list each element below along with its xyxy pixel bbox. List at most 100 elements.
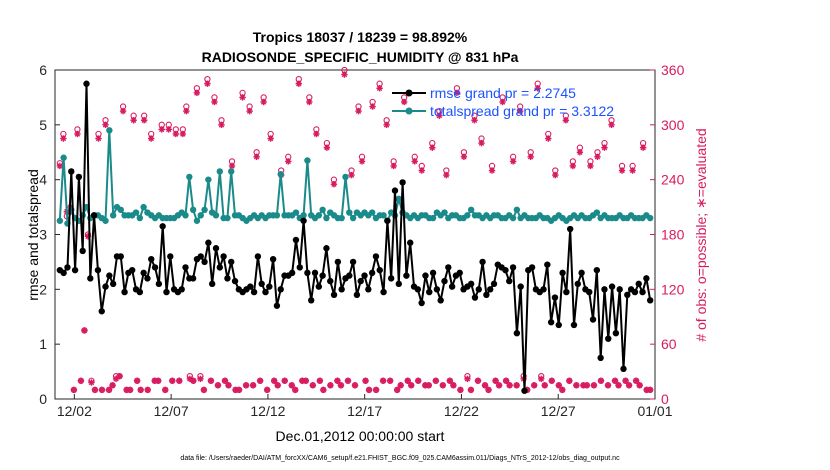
totalspread-point <box>646 214 654 222</box>
rmse-point <box>106 272 113 279</box>
obs-evaluated-stroke <box>415 377 421 384</box>
totalspread-point <box>197 212 204 219</box>
totalspread-point <box>513 206 521 214</box>
totalspread-point <box>323 214 330 222</box>
rmse-point <box>365 286 372 293</box>
obs-evaluated-marker <box>193 89 201 97</box>
obs-evaluated-stroke <box>426 382 432 389</box>
obs-evaluated-stroke <box>281 377 288 384</box>
obs-evaluated-marker <box>513 382 520 389</box>
rmse-point <box>517 283 524 290</box>
obs-evaluated-stroke <box>81 327 88 334</box>
obs-evaluated-marker <box>432 377 440 384</box>
obs-evaluated-stroke <box>542 382 548 389</box>
obs-evaluated-marker <box>256 377 264 384</box>
rmse-point <box>426 288 433 296</box>
totalspread-point <box>201 206 208 214</box>
obs-evaluated-marker <box>611 377 619 384</box>
obs-evaluated-marker <box>225 382 232 389</box>
rmse-point <box>121 288 128 296</box>
rmse-point <box>620 365 627 373</box>
obs-evaluated-stroke <box>155 377 161 384</box>
obs-evaluated-marker <box>443 171 450 179</box>
y-left-tick-label: 2 <box>39 281 47 297</box>
totalspread-point <box>109 212 117 219</box>
rmse-point <box>330 291 338 299</box>
rmse-point <box>608 283 616 290</box>
obs-evaluated-marker <box>460 153 468 161</box>
obs-evaluated-marker <box>467 386 475 394</box>
obs-evaluated-stroke <box>310 382 316 389</box>
obs-evaluated-stroke <box>169 377 176 384</box>
y-axis-label-left: rmse and totalspread <box>25 169 41 301</box>
rmse-point <box>589 316 597 323</box>
obs-evaluated-stroke <box>127 387 133 393</box>
obs-evaluated-marker <box>344 377 352 384</box>
rmse-point <box>338 286 345 293</box>
x-tick-label: 12/17 <box>347 403 382 419</box>
obs-evaluated-marker <box>334 377 341 384</box>
totalspread-point <box>140 203 147 211</box>
rmse-point <box>140 269 147 277</box>
obs-evaluated-stroke <box>380 377 386 384</box>
obs-evaluated-marker <box>348 171 355 179</box>
rmse-point <box>79 247 86 255</box>
rmse-point <box>509 264 517 271</box>
rmse-point <box>151 264 159 271</box>
x-tick-label: 12/27 <box>541 403 576 419</box>
obs-evaluated-stroke <box>584 382 590 389</box>
obs-evaluated-stroke <box>130 117 137 123</box>
legend-marker <box>405 107 413 115</box>
obs-evaluated-stroke <box>260 99 267 105</box>
obs-evaluated-stroke <box>57 163 63 169</box>
x-tick-label: 01/01 <box>637 403 672 419</box>
rmse-point <box>83 80 90 87</box>
rmse-point <box>540 286 547 293</box>
obs-evaluated-stroke <box>373 387 379 393</box>
obs-evaluated-stroke <box>137 387 144 393</box>
obs-evaluated-stroke <box>608 122 615 128</box>
legend-label: rmse grand pr = 2.2745 <box>430 85 576 101</box>
obs-evaluated-marker <box>636 382 643 389</box>
totalspread-point <box>300 212 307 219</box>
obs-evaluated-stroke <box>331 181 337 187</box>
rmse-point <box>136 288 144 296</box>
obs-evaluated-marker <box>281 377 288 384</box>
obs-evaluated-stroke <box>566 377 573 384</box>
rmse-point <box>250 288 258 296</box>
obs-evaluated-marker <box>365 386 373 394</box>
rmse-point <box>308 297 315 304</box>
obs-evaluated-marker <box>179 130 187 138</box>
obs-evaluated-stroke <box>447 377 453 384</box>
obs-evaluated-marker <box>126 386 134 394</box>
obs-evaluated-stroke <box>236 387 242 393</box>
rmse-point <box>60 269 67 277</box>
rmse-point <box>220 253 227 260</box>
obs-evaluated-stroke <box>92 387 98 393</box>
obs-evaluated-marker <box>337 382 345 389</box>
obs-evaluated-marker <box>292 386 299 394</box>
totalspread-point <box>319 206 326 214</box>
rmse-point <box>361 272 368 279</box>
obs-evaluated-marker <box>393 386 401 394</box>
obs-evaluated-marker <box>341 71 348 78</box>
obs-evaluated-stroke <box>60 135 67 142</box>
rmse-point <box>601 286 608 293</box>
rmse-point <box>148 255 155 263</box>
rmse-point <box>208 280 216 288</box>
obs-evaluated-marker <box>531 382 538 389</box>
obs-evaluated-stroke <box>120 108 126 114</box>
obs-evaluated-marker <box>320 386 327 394</box>
rmse-point <box>224 275 231 282</box>
obs-evaluated-marker <box>400 98 408 106</box>
rmse-point <box>414 286 422 293</box>
totalspread-point <box>346 209 353 216</box>
totalspread-point <box>467 206 475 214</box>
obs-evaluated-stroke <box>619 167 625 174</box>
obs-evaluated-stroke <box>587 163 594 169</box>
y-right-tick-label: 0 <box>661 391 669 407</box>
obs-evaluated-marker <box>618 167 626 174</box>
obs-evaluated-stroke <box>366 387 372 393</box>
obs-evaluated-stroke <box>71 387 77 393</box>
obs-evaluated-marker <box>200 386 208 394</box>
